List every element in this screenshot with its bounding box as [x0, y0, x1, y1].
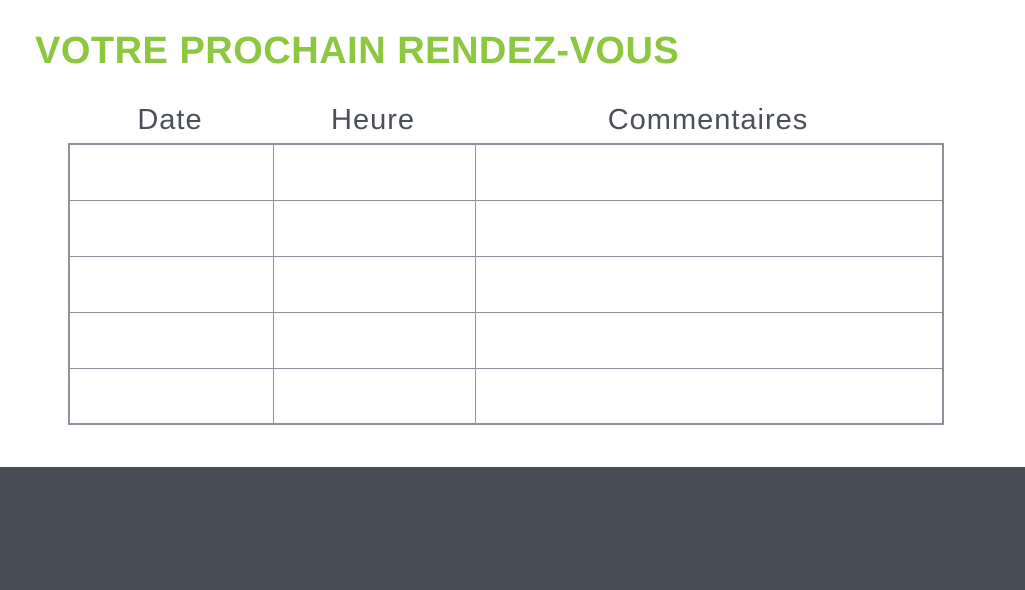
table-cell-commentaires: [474, 255, 944, 313]
table-cell-heure: [272, 367, 476, 425]
table-cell-commentaires: [474, 143, 944, 201]
table-row: [68, 199, 944, 257]
table-row: [68, 143, 944, 201]
table-cell-date: [68, 199, 274, 257]
column-header-heure: Heure: [331, 104, 415, 136]
table-cell-date: [68, 367, 274, 425]
table-row: [68, 255, 944, 313]
page-title: VOTRE PROCHAIN RENDEZ-VOUS: [35, 30, 680, 72]
table-cell-heure: [272, 143, 476, 201]
table-cell-date: [68, 311, 274, 369]
table-row: [68, 311, 944, 369]
table-cell-date: [68, 255, 274, 313]
table-cell-commentaires: [474, 311, 944, 369]
table-cell-commentaires: [474, 367, 944, 425]
table-cell-date: [68, 143, 274, 201]
footer-band: [0, 467, 1025, 590]
column-header-commentaires: Commentaires: [607, 104, 809, 136]
table-cell-heure: [272, 255, 476, 313]
table-cell-heure: [272, 199, 476, 257]
table-row: [68, 367, 944, 425]
table-cell-heure: [272, 311, 476, 369]
appointments-table: [68, 143, 944, 425]
column-header-date: Date: [137, 104, 203, 136]
table-column-headers: Date Heure Commentaires: [68, 98, 942, 143]
table-cell-commentaires: [474, 199, 944, 257]
